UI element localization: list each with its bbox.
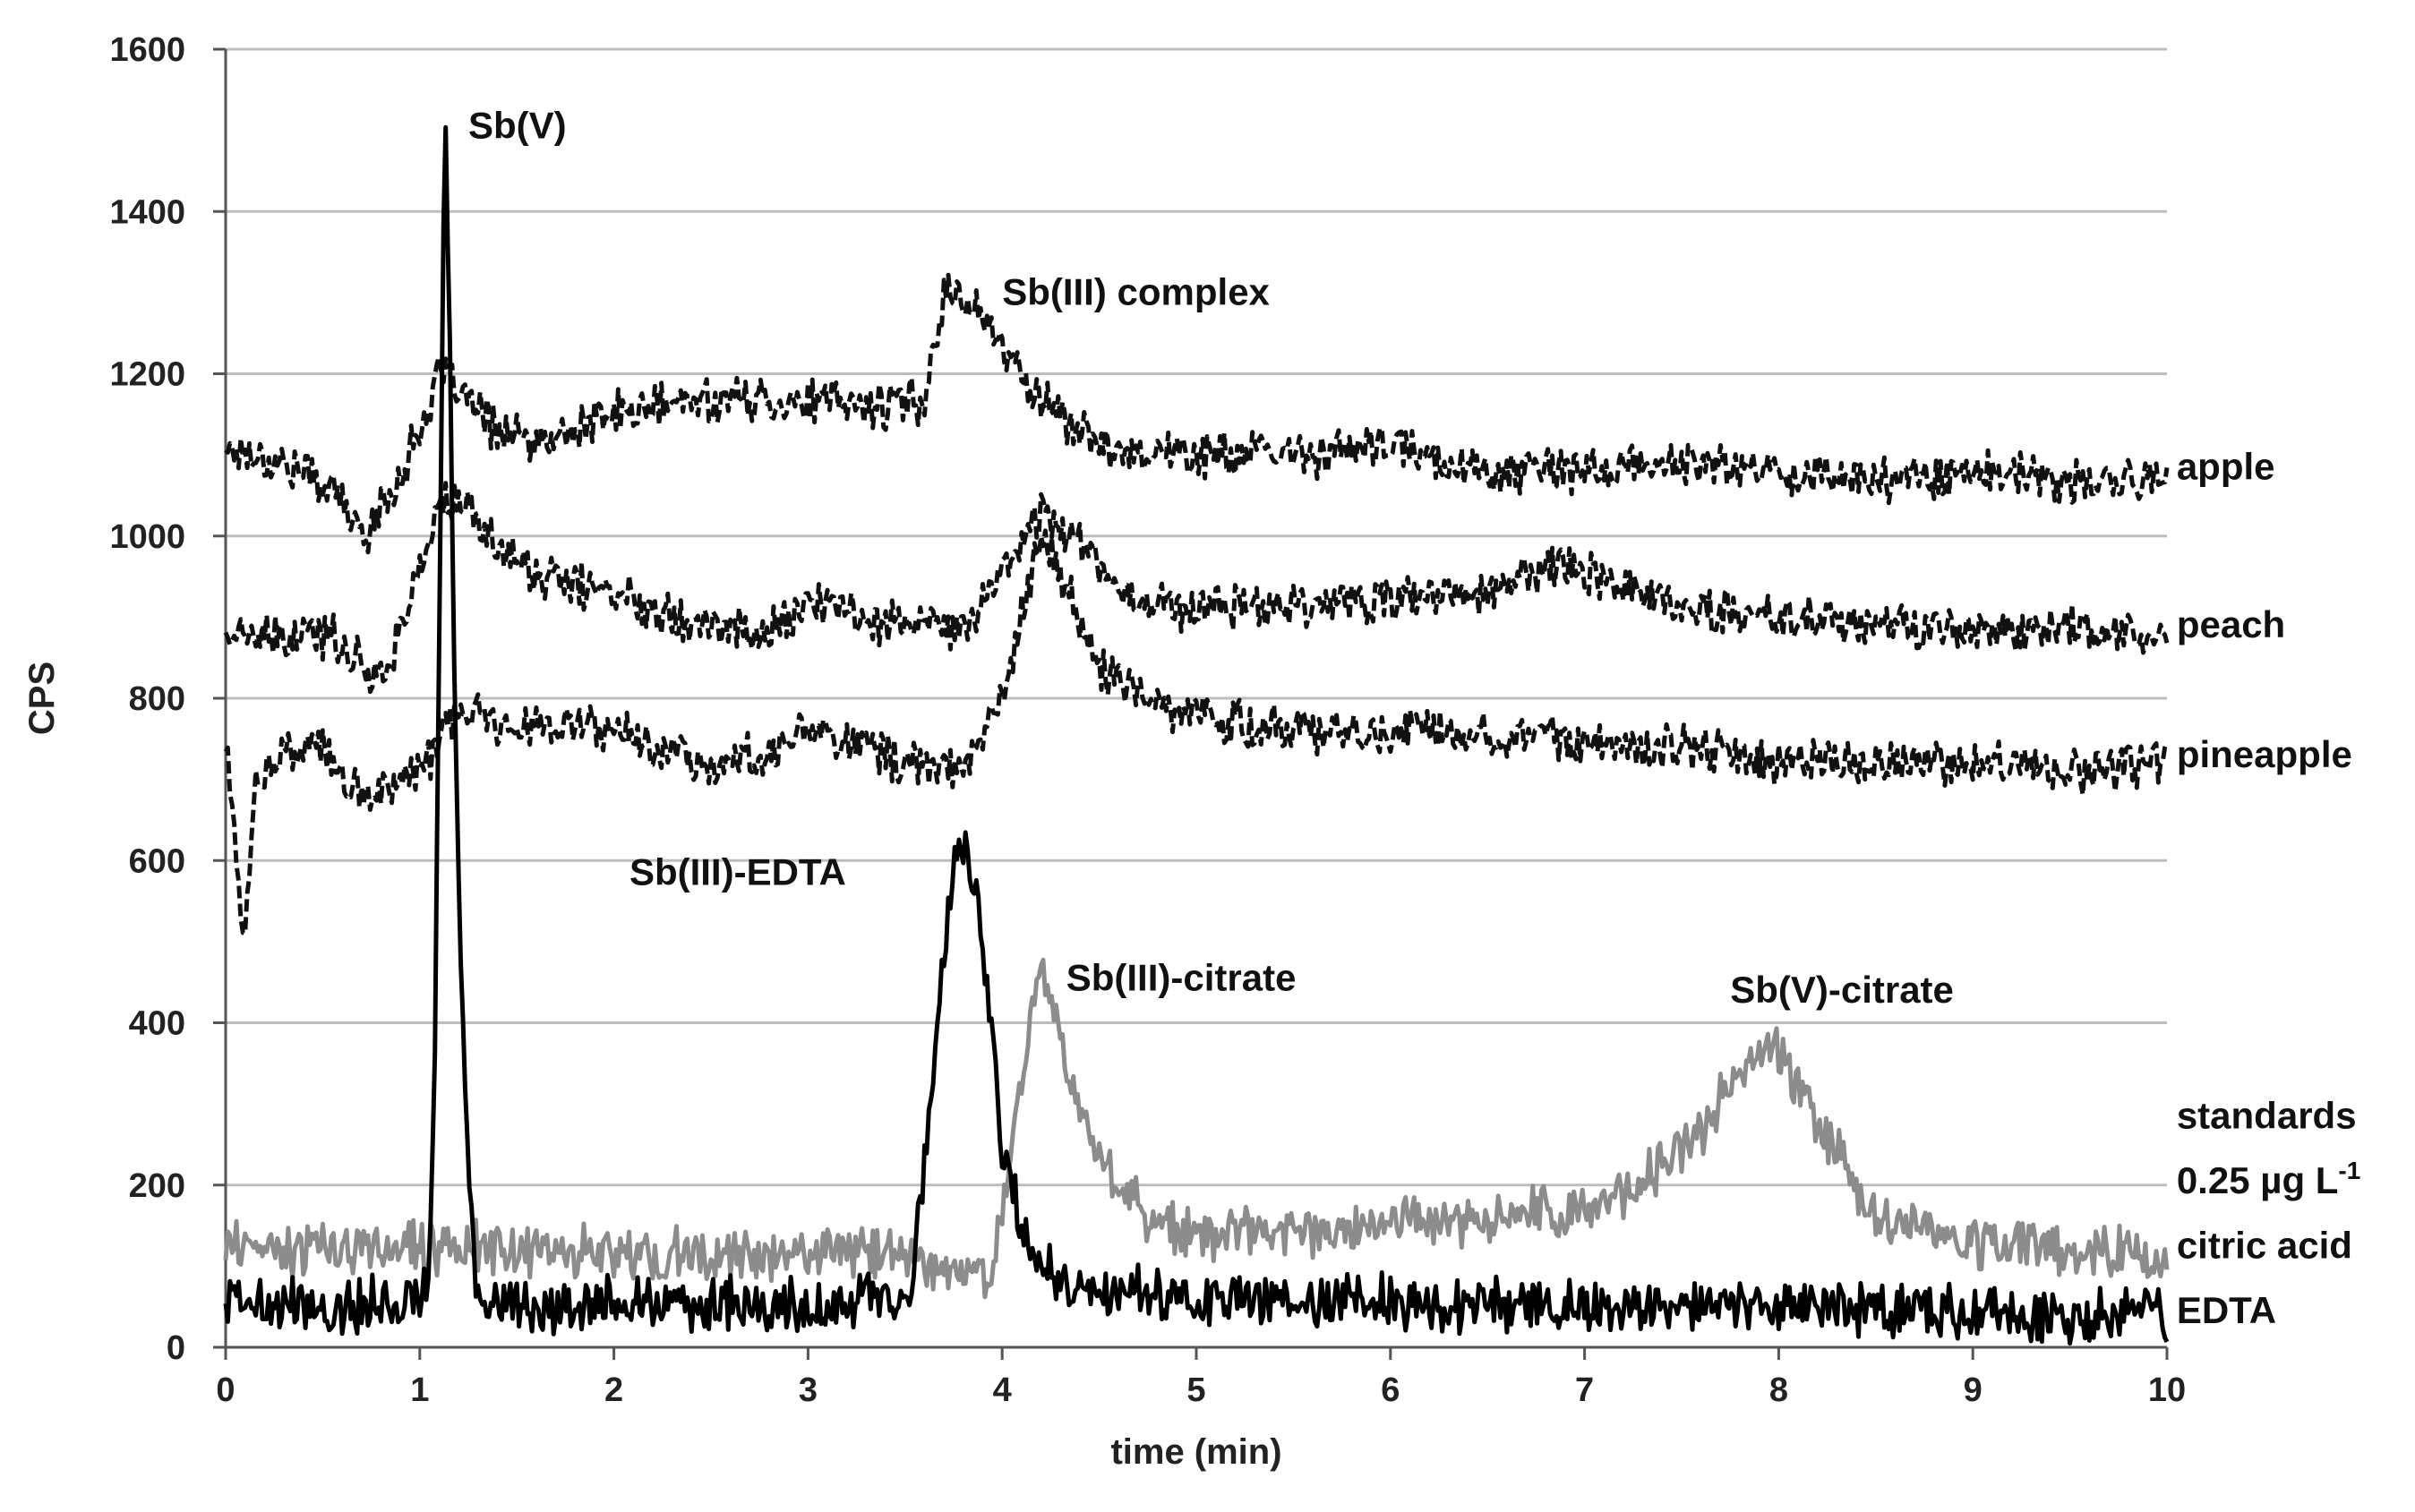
annotation-label: Sb(III)-EDTA (629, 850, 846, 893)
annotation-label: EDTA (2177, 1289, 2276, 1331)
x-tick-label: 9 (1964, 1371, 1983, 1409)
y-tick-label: 0 (167, 1329, 185, 1367)
series-line-apple (224, 272, 2170, 555)
annotation-label: pineapple (2177, 733, 2352, 775)
x-tick-label: 2 (604, 1371, 623, 1409)
y-tick-label: 1000 (109, 518, 185, 556)
y-axis-title: CPS (22, 662, 62, 735)
x-tick-label: 0 (216, 1371, 235, 1409)
annotation-label: 0.25 µg L-1 (2177, 1157, 2361, 1201)
x-tick-label: 6 (1381, 1371, 1400, 1409)
gridlines (226, 47, 2167, 1187)
annotation-label: apple (2177, 445, 2275, 487)
x-tick-label: 8 (1769, 1371, 1788, 1409)
x-tick-label: 1 (410, 1371, 429, 1409)
y-tick-label: 800 (129, 680, 185, 718)
annotation-superscript: -1 (2338, 1157, 2360, 1184)
y-tick-label: 600 (129, 842, 185, 880)
series-line-pineapple (223, 528, 2170, 936)
y-tick-label: 1200 (109, 356, 185, 394)
axes: 0 200 400 600 800 1000 1200 1400 1600 0 1 2 3 4 5 6 7 8 9 1… (109, 31, 2186, 1409)
annotation-label: citric acid (2177, 1224, 2352, 1266)
annotations: Sb(V) Sb(III) complex Sb(III)-EDTA Sb(III)-… (468, 105, 2360, 1331)
x-tick-label: 3 (799, 1371, 818, 1409)
y-tick-label: 1600 (109, 31, 185, 69)
y-tick-label: 400 (129, 1005, 185, 1043)
x-tick-label: 4 (993, 1371, 1012, 1409)
annotation-label: Sb(V)-citrate (1730, 969, 1954, 1011)
x-tick-label: 10 (2148, 1371, 2186, 1409)
series-lines (223, 124, 2170, 1346)
annotation-label: standards (2177, 1094, 2357, 1136)
x-axis-title: time (min) (1110, 1432, 1281, 1472)
annotation-label: Sb(V) (468, 105, 567, 147)
series-line-citric (223, 957, 2170, 1300)
series-line-edta (223, 124, 2170, 1346)
annotation-label: Sb(III)-citrate (1066, 956, 1297, 998)
x-tick-label: 7 (1575, 1371, 1594, 1409)
y-tick-label: 1400 (109, 193, 185, 231)
y-tick-label: 200 (129, 1167, 185, 1205)
annotation-label: Sb(III) complex (1002, 270, 1270, 312)
x-tick-label: 5 (1186, 1371, 1205, 1409)
series-line-peach (223, 479, 2170, 695)
annotation-label: peach (2177, 603, 2285, 645)
